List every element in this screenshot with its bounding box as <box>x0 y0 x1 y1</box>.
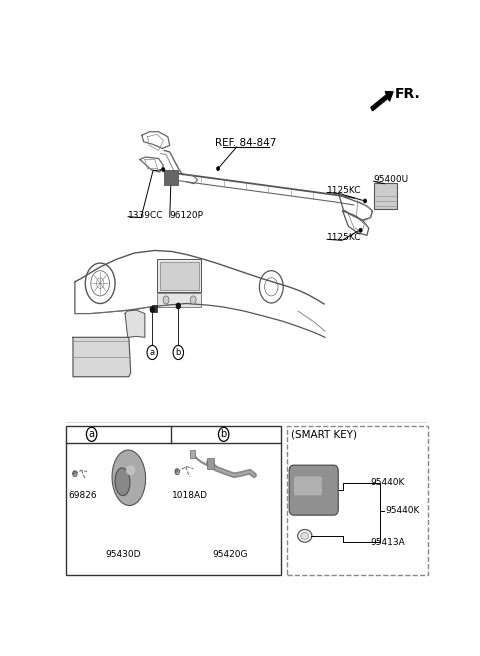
Text: 1125KC: 1125KC <box>327 234 361 242</box>
Circle shape <box>190 296 196 304</box>
FancyBboxPatch shape <box>289 465 338 515</box>
Bar <box>374 183 397 209</box>
Text: 96120P: 96120P <box>170 211 204 220</box>
Circle shape <box>173 346 183 359</box>
Circle shape <box>150 306 155 313</box>
Text: a: a <box>150 348 155 357</box>
Text: b: b <box>176 348 181 357</box>
Ellipse shape <box>112 450 145 506</box>
Text: a: a <box>89 429 95 440</box>
Polygon shape <box>125 310 145 337</box>
Circle shape <box>175 468 180 475</box>
Circle shape <box>175 469 178 472</box>
Text: 95440K: 95440K <box>385 506 420 515</box>
Circle shape <box>73 471 75 474</box>
Circle shape <box>216 167 219 171</box>
Text: (SMART KEY): (SMART KEY) <box>291 429 358 440</box>
Circle shape <box>163 296 169 304</box>
Text: 1018AD: 1018AD <box>171 491 207 500</box>
Bar <box>152 304 156 312</box>
Text: 95420G: 95420G <box>213 550 248 559</box>
Bar <box>207 458 214 468</box>
Ellipse shape <box>126 465 135 475</box>
Polygon shape <box>73 337 131 377</box>
Text: 95440K: 95440K <box>370 478 405 487</box>
Bar <box>66 426 281 575</box>
Circle shape <box>86 427 97 441</box>
Text: 1339CC: 1339CC <box>128 211 164 220</box>
Bar <box>157 259 202 292</box>
Text: 95430D: 95430D <box>106 550 141 559</box>
Circle shape <box>218 427 229 441</box>
Text: REF. 84-847: REF. 84-847 <box>216 138 276 148</box>
Circle shape <box>176 303 180 309</box>
Circle shape <box>147 346 157 359</box>
Circle shape <box>72 471 77 477</box>
Text: b: b <box>220 429 227 440</box>
Circle shape <box>359 228 362 232</box>
Text: 95400U: 95400U <box>373 175 409 184</box>
FancyBboxPatch shape <box>294 476 322 495</box>
Bar <box>164 170 178 185</box>
Text: 95413A: 95413A <box>370 538 405 547</box>
Text: 1125KC: 1125KC <box>327 186 361 195</box>
Bar <box>190 450 195 458</box>
Ellipse shape <box>298 529 312 542</box>
Ellipse shape <box>115 468 130 496</box>
Text: FR.: FR. <box>395 87 420 101</box>
Circle shape <box>162 168 165 172</box>
FancyArrow shape <box>371 92 393 111</box>
Bar <box>287 426 428 575</box>
Bar <box>157 293 202 307</box>
Bar <box>160 262 199 290</box>
Ellipse shape <box>300 532 309 539</box>
Text: 69826: 69826 <box>68 491 96 500</box>
Circle shape <box>363 199 367 203</box>
